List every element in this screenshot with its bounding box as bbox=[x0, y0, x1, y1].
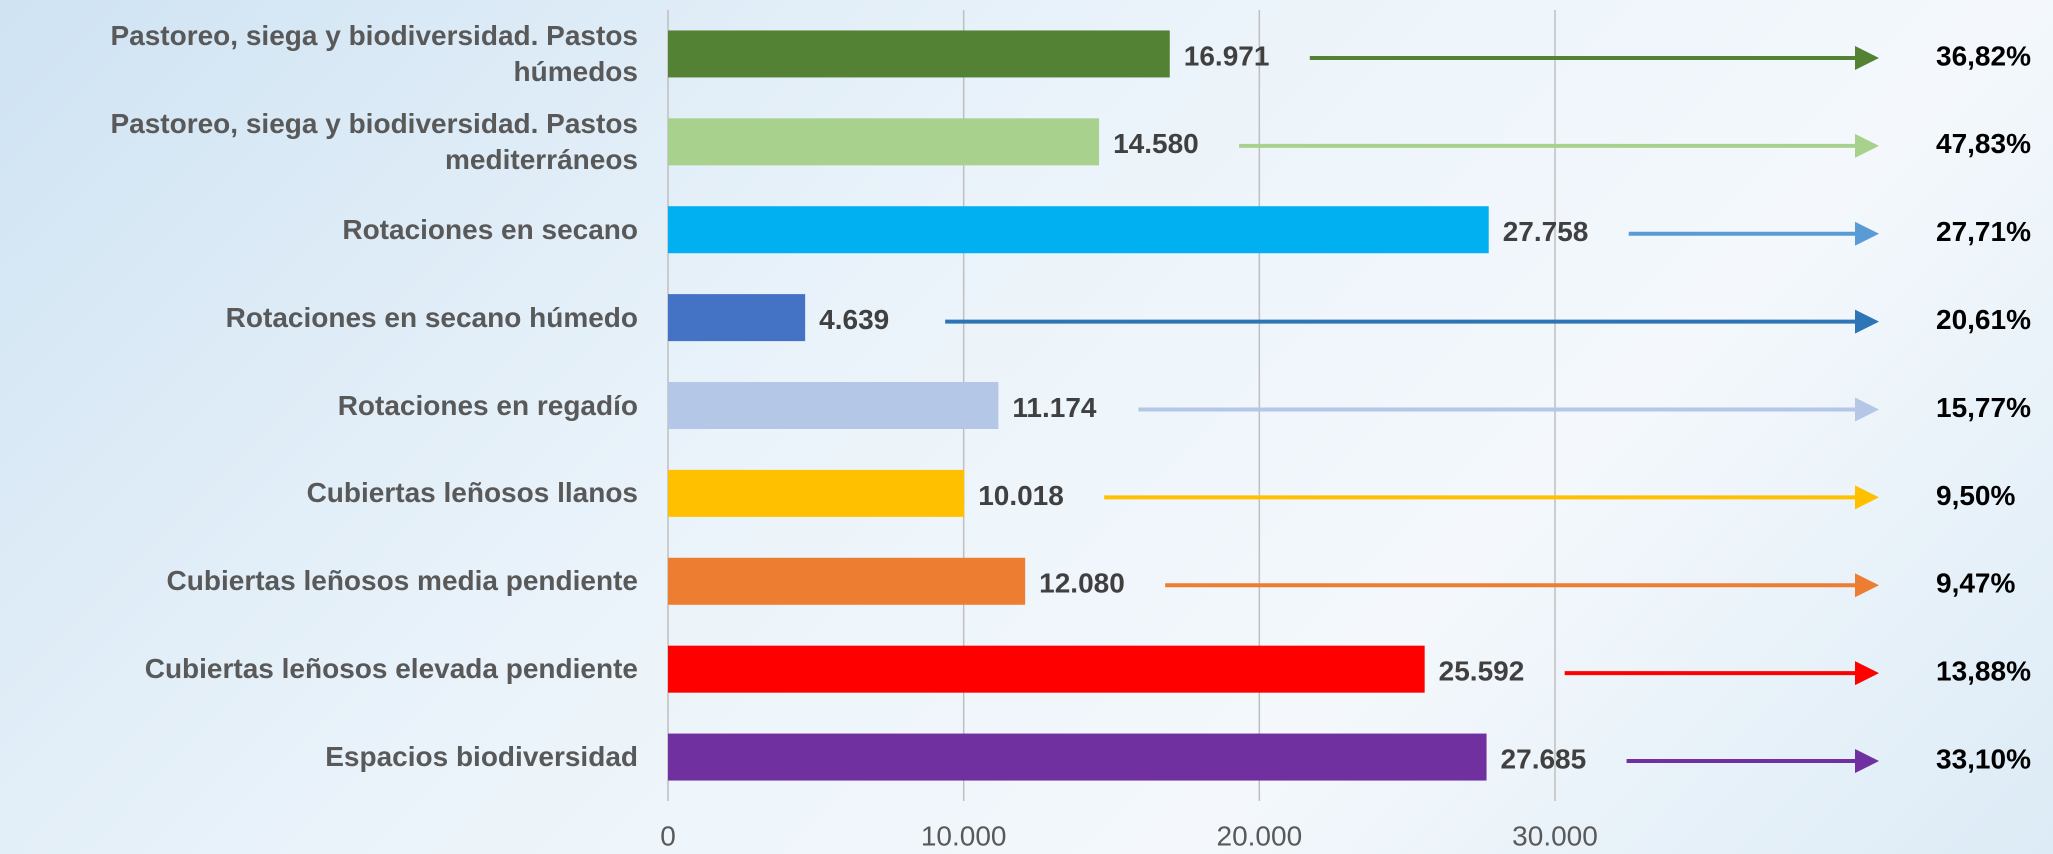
x-tick-label: 30.000 bbox=[1512, 820, 1598, 851]
category-label: Cubiertas leñosos media pendiente bbox=[8, 563, 638, 599]
bar bbox=[668, 734, 1487, 781]
category-label: Rotaciones en regadío bbox=[8, 388, 638, 424]
bar bbox=[668, 646, 1425, 693]
x-tick-label: 20.000 bbox=[1217, 820, 1303, 851]
share-label: 33,10% bbox=[1936, 743, 2031, 774]
x-tick-label: 10.000 bbox=[921, 820, 1007, 851]
value-label: 27.685 bbox=[1501, 743, 1587, 774]
category-label: Espacios biodiversidad bbox=[8, 739, 638, 775]
value-label: 10.018 bbox=[978, 480, 1064, 511]
share-label: 47,83% bbox=[1936, 128, 2031, 159]
bar bbox=[668, 30, 1170, 77]
category-label: Pastoreo, siega y biodiversidad. Pastos … bbox=[8, 18, 638, 90]
value-label: 4.639 bbox=[819, 304, 889, 335]
bar bbox=[668, 558, 1025, 605]
bar bbox=[668, 118, 1099, 165]
chart: 0 10.000 20.000 30.000 16.971 36,82% 14.580 47,… bbox=[0, 0, 2053, 854]
value-label: 25.592 bbox=[1439, 656, 1525, 687]
share-label: 27,71% bbox=[1936, 216, 2031, 247]
category-label: Cubiertas leñosos llanos bbox=[8, 475, 638, 511]
share-label: 9,47% bbox=[1936, 568, 2015, 599]
share-label: 20,61% bbox=[1936, 304, 2031, 335]
bar bbox=[668, 382, 998, 429]
bar bbox=[668, 206, 1489, 253]
share-label: 15,77% bbox=[1936, 392, 2031, 423]
share-label: 36,82% bbox=[1936, 40, 2031, 71]
value-label: 16.971 bbox=[1184, 40, 1270, 71]
category-label: Rotaciones en secano húmedo bbox=[8, 300, 638, 336]
value-label: 11.174 bbox=[1012, 392, 1097, 423]
value-label: 27.758 bbox=[1503, 216, 1589, 247]
share-label: 13,88% bbox=[1936, 656, 2031, 687]
value-label: 14.580 bbox=[1113, 128, 1199, 159]
category-label: Rotaciones en secano bbox=[8, 212, 638, 248]
category-label: Cubiertas leñosos elevada pendiente bbox=[8, 651, 638, 687]
bar bbox=[668, 470, 964, 517]
bar bbox=[668, 294, 805, 341]
value-label: 12.080 bbox=[1039, 568, 1125, 599]
category-label: Pastoreo, siega y biodiversidad. Pastos … bbox=[8, 106, 638, 178]
share-label: 9,50% bbox=[1936, 480, 2015, 511]
x-tick-label: 0 bbox=[660, 820, 676, 851]
